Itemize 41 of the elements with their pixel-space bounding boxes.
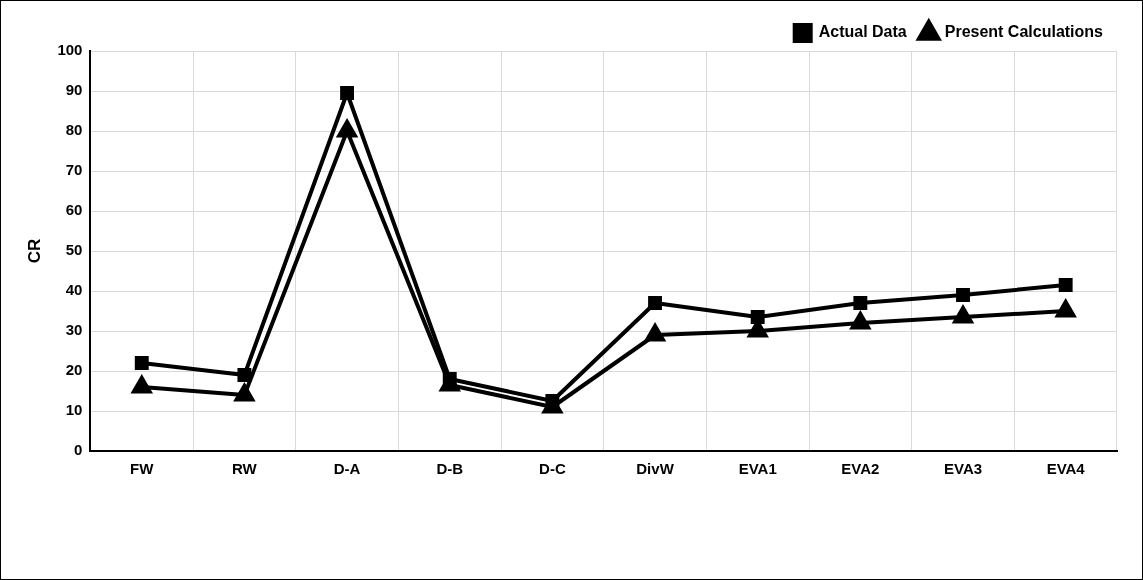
point xyxy=(750,310,765,324)
y-tick-label: 60 xyxy=(65,201,83,219)
y-tick-label: 70 xyxy=(65,161,83,179)
point xyxy=(442,372,457,386)
point xyxy=(648,296,662,310)
y-tick-label: 10 xyxy=(65,401,83,419)
y-tick-label: 80 xyxy=(65,121,83,139)
point xyxy=(337,120,357,138)
legend-label: Actual Data xyxy=(818,23,907,41)
point xyxy=(853,296,868,310)
x-tick-label: EVA1 xyxy=(738,460,777,478)
x-tick-label: D-B xyxy=(436,460,464,478)
x-tick-label: EVA3 xyxy=(943,460,983,478)
point xyxy=(237,368,252,382)
x-tick-label: FW xyxy=(130,460,155,478)
point xyxy=(953,306,973,324)
point xyxy=(340,86,355,100)
y-tick-label: 30 xyxy=(65,321,83,339)
point xyxy=(1055,300,1076,318)
point xyxy=(1058,278,1073,292)
y-tick-label: 50 xyxy=(65,241,83,259)
point xyxy=(645,324,665,342)
point xyxy=(134,356,149,370)
point xyxy=(545,394,560,408)
legend-label: Present Calculations xyxy=(944,23,1104,41)
x-tick-label: RW xyxy=(232,460,258,478)
x-tick-label: EVA4 xyxy=(1046,460,1086,478)
point xyxy=(234,384,255,402)
y-tick-label: 100 xyxy=(57,41,83,59)
y-axis-title: CR xyxy=(24,238,44,264)
x-tick-label: DivW xyxy=(636,460,675,478)
x-tick-label: D-C xyxy=(539,460,566,478)
point xyxy=(850,312,871,330)
point xyxy=(131,376,152,394)
y-tick-label: 40 xyxy=(65,281,83,299)
y-tick-label: 0 xyxy=(74,441,83,459)
y-tick-label: 90 xyxy=(65,81,83,99)
y-tick-label: 20 xyxy=(65,361,83,379)
x-tick-label: EVA2 xyxy=(841,460,880,478)
point xyxy=(956,288,970,302)
x-tick-label: D-A xyxy=(333,460,361,478)
